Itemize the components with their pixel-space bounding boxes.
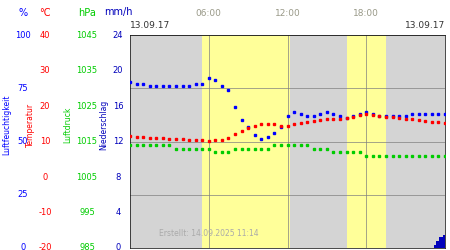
Text: 13.09.17: 13.09.17 (130, 21, 170, 30)
Text: 20: 20 (113, 66, 123, 75)
Text: 06:00: 06:00 (196, 8, 222, 18)
Text: 16: 16 (112, 102, 123, 110)
Text: hPa: hPa (78, 8, 96, 18)
Text: 1045: 1045 (76, 30, 98, 40)
Text: -10: -10 (38, 208, 52, 217)
Text: 18:00: 18:00 (353, 8, 379, 18)
Text: 12: 12 (113, 137, 123, 146)
Text: 1035: 1035 (76, 66, 98, 75)
Text: 0: 0 (20, 244, 26, 250)
Text: 0: 0 (115, 244, 121, 250)
Text: %: % (18, 8, 27, 18)
Text: 40: 40 (40, 30, 50, 40)
Text: Niederschlag: Niederschlag (99, 100, 108, 150)
Text: 0: 0 (42, 172, 48, 182)
Text: 1015: 1015 (76, 137, 98, 146)
Text: 8: 8 (115, 172, 121, 182)
Text: mm/h: mm/h (104, 8, 132, 18)
Text: 1005: 1005 (76, 172, 98, 182)
Text: 13.09.17: 13.09.17 (405, 21, 445, 30)
Text: °C: °C (39, 8, 51, 18)
Bar (290, 35, 346, 248)
Bar (202, 35, 290, 248)
Text: 75: 75 (18, 84, 28, 93)
Text: 20: 20 (40, 102, 50, 110)
Text: 995: 995 (79, 208, 95, 217)
Text: Temperatur: Temperatur (26, 103, 35, 147)
Bar (434, 245, 438, 248)
Text: 50: 50 (18, 137, 28, 146)
Text: 4: 4 (115, 208, 121, 217)
Text: 1025: 1025 (76, 102, 98, 110)
Text: -20: -20 (38, 244, 52, 250)
Text: 25: 25 (18, 190, 28, 199)
Text: 985: 985 (79, 244, 95, 250)
Text: Erstellt: 14.09.2025 11:14: Erstellt: 14.09.2025 11:14 (159, 229, 259, 238)
Bar (439, 237, 443, 248)
Text: Luftfeuchtigkeit: Luftfeuchtigkeit (3, 95, 12, 155)
Text: 24: 24 (113, 30, 123, 40)
Text: 100: 100 (15, 30, 31, 40)
Bar (130, 35, 202, 248)
Text: 10: 10 (40, 137, 50, 146)
Text: 30: 30 (40, 66, 50, 75)
Bar (386, 35, 445, 248)
Bar (436, 241, 441, 248)
Text: Luftdruck: Luftdruck (63, 107, 72, 143)
Bar (443, 235, 447, 248)
Bar (346, 35, 386, 248)
Text: 12:00: 12:00 (274, 8, 301, 18)
